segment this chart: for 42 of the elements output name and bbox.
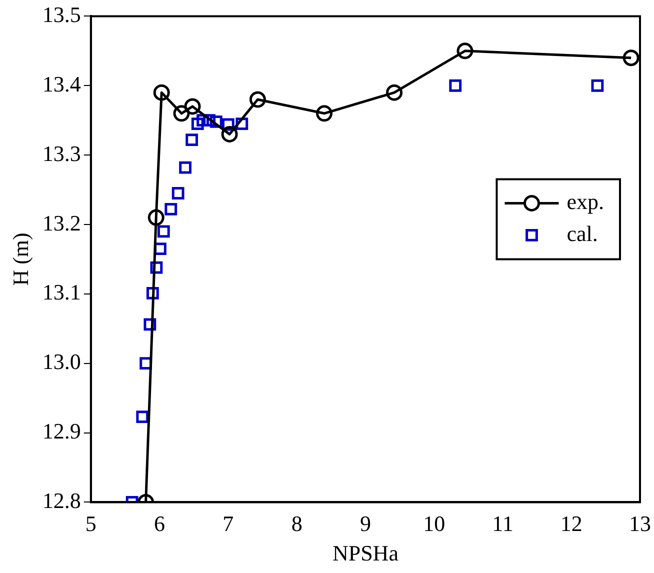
point — [449, 79, 462, 92]
point — [153, 84, 170, 101]
x-tick-label: 12 — [560, 511, 582, 536]
x-axis-title: NPSHa — [332, 540, 399, 566]
x-tick-label: 7 — [222, 511, 234, 536]
y-axis-title: H (m) — [8, 232, 33, 286]
y-tick-label: 13.4 — [42, 71, 81, 96]
point — [221, 126, 238, 142]
point — [164, 203, 178, 216]
point — [191, 118, 204, 130]
y-tick-label: 13.2 — [42, 210, 81, 236]
point — [186, 134, 198, 146]
x-tick-label: 8 — [291, 511, 302, 536]
y-tick-label: 13.3 — [42, 140, 81, 166]
point — [316, 105, 333, 122]
point — [148, 209, 164, 226]
x-tick-label: 10 — [423, 511, 446, 536]
point — [184, 98, 201, 115]
y-tick-label: 13.1 — [42, 280, 81, 305]
x-tick-label: 9 — [360, 511, 371, 536]
y-tick-label: 12.9 — [42, 418, 81, 444]
point — [456, 42, 474, 60]
point — [386, 84, 403, 101]
y-tick-label: 13.0 — [42, 349, 81, 374]
x-tick-label: 6 — [154, 511, 166, 536]
x-tick-label: 11 — [492, 511, 514, 536]
x-tick-label: 5 — [85, 511, 96, 536]
y-tick-label: 12.8 — [42, 488, 81, 513]
point — [249, 91, 266, 108]
point — [179, 161, 192, 174]
point — [622, 50, 640, 66]
point — [144, 318, 156, 331]
point — [591, 79, 604, 92]
point — [173, 105, 190, 122]
point — [172, 187, 184, 200]
point — [136, 410, 149, 424]
x-tick-label: 13 — [629, 511, 651, 536]
y-tick-label: 13.5 — [42, 2, 81, 27]
legend-label: exp. — [566, 188, 604, 214]
point — [157, 225, 170, 238]
legend-label: cal. — [566, 220, 598, 246]
point — [150, 261, 163, 274]
